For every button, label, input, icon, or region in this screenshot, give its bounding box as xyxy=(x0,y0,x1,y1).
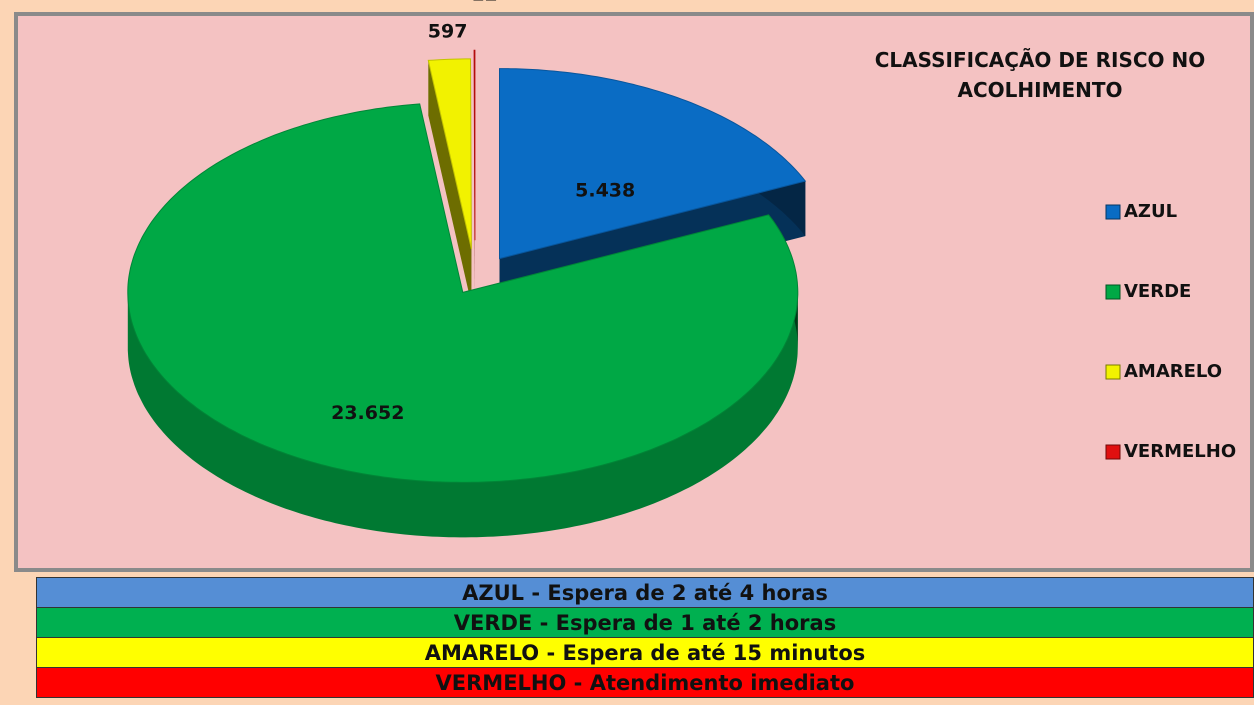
chart-title: CLASSIFICAÇÃO DE RISCO NO ACOLHIMENTO xyxy=(874,48,1206,102)
legend-swatch xyxy=(1105,284,1121,300)
notes-table: AZUL - Espera de 2 até 4 horas VERDE - Es… xyxy=(36,577,1254,698)
slice xyxy=(427,58,472,250)
legend-label: VERMELHO xyxy=(1124,441,1236,462)
data-label: 12 xyxy=(471,0,497,6)
data-label: 597 xyxy=(428,21,468,43)
note-row: VERMELHO - Atendimento imediato xyxy=(36,667,1254,698)
slice xyxy=(127,103,799,483)
slice-side xyxy=(127,292,798,538)
legend-label: AMARELO xyxy=(1124,361,1222,382)
slice xyxy=(473,49,476,241)
legend-swatch xyxy=(1105,204,1121,220)
note-row: AZUL - Espera de 2 até 4 horas xyxy=(36,577,1254,608)
pie xyxy=(127,49,807,538)
note-row: VERDE - Espera de 1 até 2 horas xyxy=(36,607,1254,638)
note-row: AMARELO - Espera de até 15 minutos xyxy=(36,637,1254,668)
legend-swatch xyxy=(1105,444,1121,460)
slice xyxy=(499,68,807,260)
slice-wall xyxy=(428,60,472,304)
data-label: 23.652 xyxy=(331,402,404,424)
legend-swatch xyxy=(1105,364,1121,380)
legend-label: AZUL xyxy=(1124,201,1177,222)
legend-label: VERDE xyxy=(1124,281,1191,302)
data-label: 5.438 xyxy=(575,180,635,202)
